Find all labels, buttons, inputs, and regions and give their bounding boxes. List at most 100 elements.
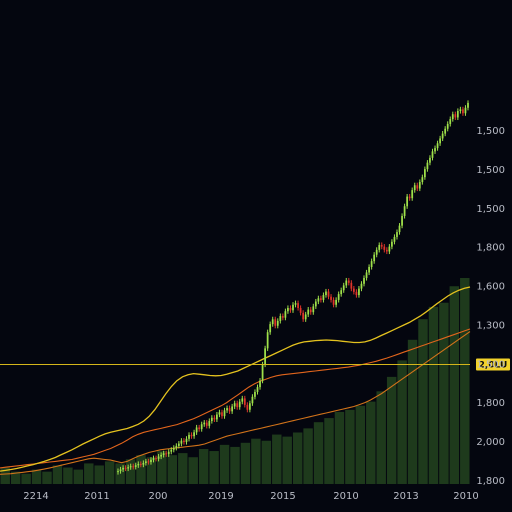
candle-body [254, 391, 256, 397]
volume-bar [178, 453, 188, 484]
volume-bar [219, 444, 230, 484]
candle-body [261, 364, 264, 381]
candle-body [401, 215, 403, 226]
volume-bar [334, 411, 345, 484]
volume-bar [292, 432, 303, 484]
volume-bar [449, 286, 460, 484]
y-tick-label: 1,500 [476, 165, 505, 176]
candle-body [248, 403, 251, 410]
volume-bar [366, 401, 376, 484]
candle-body [368, 266, 370, 273]
candle-body [309, 309, 312, 313]
volume-bar [125, 459, 136, 484]
candle-body [307, 309, 310, 315]
candle-body [325, 291, 327, 296]
candle-body [467, 102, 469, 108]
candle-body [221, 412, 223, 417]
candle-body [167, 451, 170, 455]
candle-body [147, 461, 150, 463]
candle-body [383, 246, 386, 250]
x-tick-label: 200 [148, 491, 167, 502]
candle-body [231, 406, 234, 412]
candle-body [132, 466, 135, 468]
candle-body [246, 404, 249, 410]
volume-bar [84, 463, 94, 484]
candle-body [165, 453, 168, 455]
candle-body [269, 324, 272, 333]
volume-bar [261, 440, 272, 484]
candle-body [226, 408, 228, 411]
candle-body [134, 465, 137, 467]
volume-bar [303, 428, 313, 484]
candle-body [190, 434, 193, 437]
volume-bar [146, 457, 157, 484]
volume-bar [63, 467, 73, 484]
ma-slow-line [0, 328, 471, 469]
candle-body [454, 114, 457, 118]
x-tick-label: 2013 [393, 491, 418, 502]
y-tick-label: 1,500 [476, 204, 505, 215]
candle-body [264, 348, 266, 365]
candle-body [320, 298, 322, 300]
volume-bar [230, 446, 240, 484]
volume-bar [355, 405, 366, 484]
candle-body [360, 283, 363, 289]
candle-body [416, 185, 419, 189]
candle-body [180, 440, 183, 444]
candle-body [223, 410, 226, 417]
candle-body [446, 123, 449, 129]
candle-body [345, 280, 348, 286]
y-tick-label: 1,800 [476, 243, 505, 254]
volume-bar [407, 339, 418, 484]
price-tag-box [476, 358, 510, 371]
volume-bars [0, 278, 470, 484]
candle-body [271, 319, 274, 325]
candle-body [188, 434, 190, 439]
volume-bar [428, 306, 439, 484]
y-axis: 1,500 1,500 1,500 1,800 1,600 1,300 1,500 1,800… [476, 126, 505, 487]
volume-bar [157, 451, 167, 484]
candle-body [388, 246, 391, 252]
candle-body [256, 387, 259, 392]
candle-body [162, 453, 165, 455]
candle-body [322, 295, 325, 300]
candle-body [423, 169, 426, 178]
x-tick-label: 2015 [270, 491, 295, 502]
candle-body [464, 107, 467, 114]
candle-body [241, 398, 244, 402]
candle-body [185, 438, 188, 443]
candle-body [276, 320, 279, 326]
volume-bar [460, 278, 470, 484]
volume-bar [313, 422, 324, 484]
volume-bar [115, 463, 125, 484]
moving-averages [0, 286, 471, 475]
x-tick-label: 2010 [333, 491, 358, 502]
candle-body [152, 458, 155, 460]
candle-body [314, 301, 317, 307]
candle-body [411, 190, 414, 199]
candle-body [413, 185, 416, 191]
candle-body [456, 110, 459, 118]
candle-body [434, 148, 436, 152]
volume-bar [10, 471, 21, 484]
candle-body [299, 307, 302, 313]
candle-body [233, 403, 236, 407]
candle-body [337, 294, 340, 300]
volume-bar [198, 448, 209, 484]
candle-body [347, 280, 350, 283]
candle-body [312, 306, 315, 313]
candle-body [150, 459, 152, 463]
candle-body [451, 114, 454, 120]
candle-body [406, 196, 409, 207]
candle-body [210, 417, 213, 422]
candle-body [228, 408, 231, 412]
candle-body [218, 412, 221, 415]
candle-body [287, 307, 289, 312]
price-tag: 2,0LU [476, 358, 510, 371]
candle-body [129, 466, 132, 468]
y-tick-label: 1,500 [476, 126, 505, 137]
volume-bar [282, 436, 292, 484]
candle-body [200, 424, 203, 430]
candle-body [216, 414, 218, 420]
